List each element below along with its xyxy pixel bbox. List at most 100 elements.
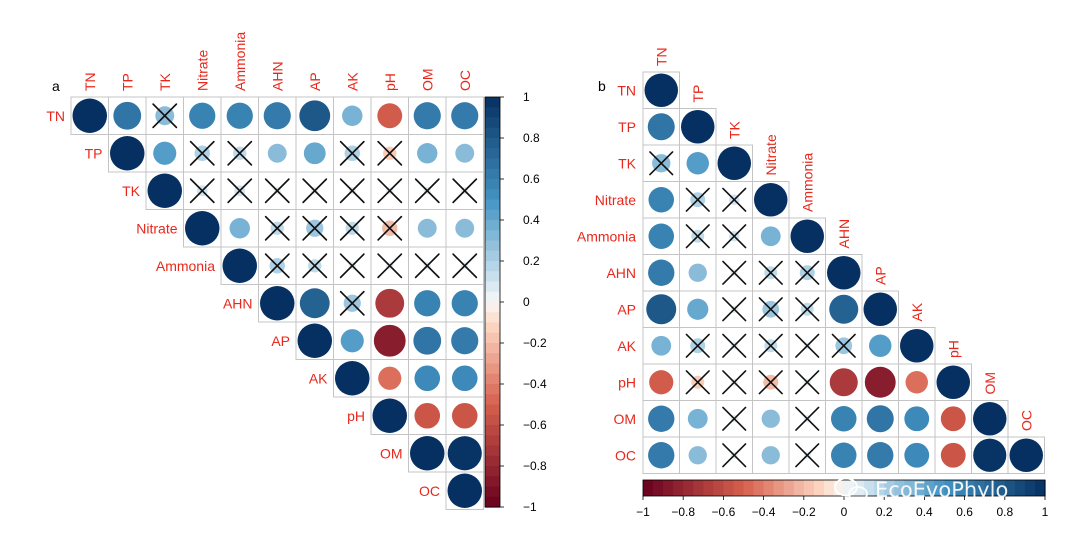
corr-circle-b-ak-ap bbox=[869, 334, 892, 357]
corr-circle-b-om-tn bbox=[648, 405, 675, 432]
colorbar-b-segment bbox=[864, 480, 875, 496]
panel-b-col-label-ammonia: Ammonia bbox=[799, 153, 815, 212]
not-significant-cross-b-b-tk-tn bbox=[649, 151, 674, 176]
corr-circle-a-tn-tp bbox=[113, 101, 142, 130]
panel-a-colorbar: 1 0.8 0.6 0.4 0.2 0 −0.2 −0.4 −0.6 −0.8 −1 bbox=[484, 90, 547, 514]
colorbar-a-tick-label: −0.6 bbox=[523, 418, 547, 432]
colorbar-b-segment bbox=[743, 480, 755, 496]
colorbar-a-segment bbox=[485, 148, 500, 160]
colorbar-b-tick-label: −0.2 bbox=[792, 505, 816, 519]
colorbar-a-tick-label: 1 bbox=[523, 90, 530, 104]
panel-a-col-label-nitrate: Nitrate bbox=[194, 50, 210, 91]
corr-circle-b-oc-om bbox=[973, 438, 1007, 472]
corr-circle-a-tp-oc bbox=[455, 143, 475, 163]
corr-circle-a-tn-ahn bbox=[263, 102, 291, 130]
colorbar-b-segment bbox=[773, 480, 785, 496]
corr-circle-a-ph-om bbox=[414, 402, 441, 429]
not-significant-cross-b-b-nitrate-tp bbox=[685, 187, 710, 212]
colorbar-b-tick-label: 0.8 bbox=[996, 505, 1013, 519]
panel-a-col-label-oc: OC bbox=[457, 70, 473, 91]
colorbar-b-tick-label: −0.4 bbox=[752, 505, 776, 519]
not-significant-cross-b-a-ammonia-ph bbox=[377, 253, 403, 279]
not-significant-cross-b-a-tk-ak bbox=[339, 178, 365, 204]
not-significant-cross-b-a-nitrate-ak bbox=[339, 215, 365, 241]
colorbar-b-segment bbox=[723, 480, 735, 496]
panel-a-row-label-ammonia: Ammonia bbox=[156, 258, 215, 274]
corr-circle-a-tn-ammonia bbox=[226, 102, 253, 129]
corr-circle-a-ahn-ahn bbox=[260, 286, 295, 321]
colorbar-a-segment bbox=[485, 384, 500, 395]
panel-a-col-label-ph: pH bbox=[382, 73, 398, 91]
corr-circle-a-ahn-om bbox=[414, 290, 441, 317]
colorbar-b-segment bbox=[854, 480, 865, 496]
colorbar-a-tick-label: 0.6 bbox=[523, 172, 540, 186]
colorbar-a-segment bbox=[485, 332, 500, 344]
panel-b-lower-correlogram: b TN TP TK Nitrate Ammonia AHN AP AK pH OM OC TN TP T… bbox=[577, 47, 1045, 474]
colorbar-b-segment bbox=[783, 480, 795, 496]
panel-b-row-label-ap: AP bbox=[617, 301, 636, 317]
corr-circle-a-tp-om bbox=[417, 143, 438, 164]
colorbar-b-segment bbox=[683, 480, 694, 496]
colorbar-b-tick-label: −0.8 bbox=[671, 505, 695, 519]
panel-b-col-label-om: OM bbox=[982, 372, 998, 395]
colorbar-a-segment bbox=[485, 179, 500, 190]
colorbar-b-segment bbox=[1004, 480, 1016, 496]
corr-circle-a-oc-oc bbox=[447, 473, 482, 508]
colorbar-a-segment bbox=[485, 220, 500, 231]
not-significant-cross-b-a-tk-ph bbox=[377, 178, 403, 204]
colorbar-b-segment bbox=[1034, 480, 1046, 496]
not-significant-cross-b-a-ammonia-ak bbox=[339, 253, 365, 279]
not-significant-cross-b-a-tk-ap bbox=[302, 178, 328, 204]
panel-b-row-label-tk: TK bbox=[618, 155, 637, 171]
panel-a-letter: a bbox=[52, 78, 60, 94]
colorbar-a-segment bbox=[485, 435, 500, 447]
colorbar-b-segment bbox=[733, 480, 745, 496]
not-significant-cross-b-b-ap-nitrate bbox=[758, 297, 783, 322]
panel-b-col-label-nitrate: Nitrate bbox=[763, 134, 779, 175]
colorbar-a-segment bbox=[485, 240, 500, 252]
not-significant-cross-b-b-om-tk bbox=[722, 406, 747, 431]
panel-a-col-label-ammonia: Ammonia bbox=[232, 32, 248, 91]
corr-circle-b-oc-ap bbox=[867, 442, 894, 469]
corr-circle-b-om-ph bbox=[940, 406, 966, 432]
not-significant-cross-b-b-ph-ammonia bbox=[795, 370, 820, 395]
not-significant-cross-b-a-nitrate-ap bbox=[302, 215, 328, 241]
colorbar-b-segment bbox=[884, 480, 895, 496]
not-significant-cross-b-a-ammonia-oc bbox=[452, 253, 478, 279]
colorbar-a-segment bbox=[485, 466, 500, 477]
not-significant-cross-b-b-om-ammonia bbox=[795, 406, 820, 431]
colorbar-a-segment bbox=[485, 404, 500, 416]
colorbar-b-segment bbox=[1014, 480, 1026, 496]
corr-circle-a-tp-ap bbox=[303, 142, 326, 165]
panel-a-col-label-ahn: AHN bbox=[269, 61, 285, 91]
colorbar-a-segment bbox=[485, 496, 500, 508]
colorbar-b-segment bbox=[894, 480, 905, 496]
colorbar-b-segment bbox=[914, 480, 925, 496]
panel-a-row-label-tp: TP bbox=[85, 145, 103, 161]
colorbar-a-tick-label: −1 bbox=[523, 500, 537, 514]
colorbar-b-segment bbox=[974, 480, 986, 496]
not-significant-cross-b-a-ammonia-ap bbox=[302, 253, 328, 279]
corr-circle-b-ph-ap bbox=[864, 366, 896, 398]
colorbar-b-segment bbox=[823, 480, 835, 496]
colorbar-a-segment bbox=[485, 425, 500, 436]
not-significant-cross-b-a-nitrate-ahn bbox=[264, 215, 290, 241]
corr-circle-a-ap-om bbox=[413, 326, 442, 355]
colorbar-b-segment bbox=[763, 480, 775, 496]
corr-circle-b-ahn-tn bbox=[648, 259, 675, 286]
colorbar-b-segment bbox=[1024, 480, 1036, 496]
colorbar-b-segment bbox=[994, 480, 1006, 496]
colorbar-b-segment bbox=[904, 480, 915, 496]
panel-b-row-label-ak: AK bbox=[617, 338, 636, 354]
colorbar-b-tick-label: 0 bbox=[841, 505, 848, 519]
corr-circle-a-tp-tk bbox=[153, 141, 177, 165]
colorbar-a-tick-label: 0.4 bbox=[523, 213, 540, 227]
not-significant-cross-b-b-ap-tk bbox=[722, 297, 747, 322]
corr-circle-b-tk-tp bbox=[686, 152, 709, 175]
colorbar-b-segment bbox=[833, 480, 845, 496]
corr-circle-b-nitrate-nitrate bbox=[754, 183, 788, 217]
colorbar-a-segment bbox=[485, 291, 500, 303]
panel-b-row-label-nitrate: Nitrate bbox=[595, 192, 636, 208]
grid-cell-b-oc-oc bbox=[1007, 436, 1045, 474]
panel-a-row-label-nitrate: Nitrate bbox=[136, 220, 177, 236]
